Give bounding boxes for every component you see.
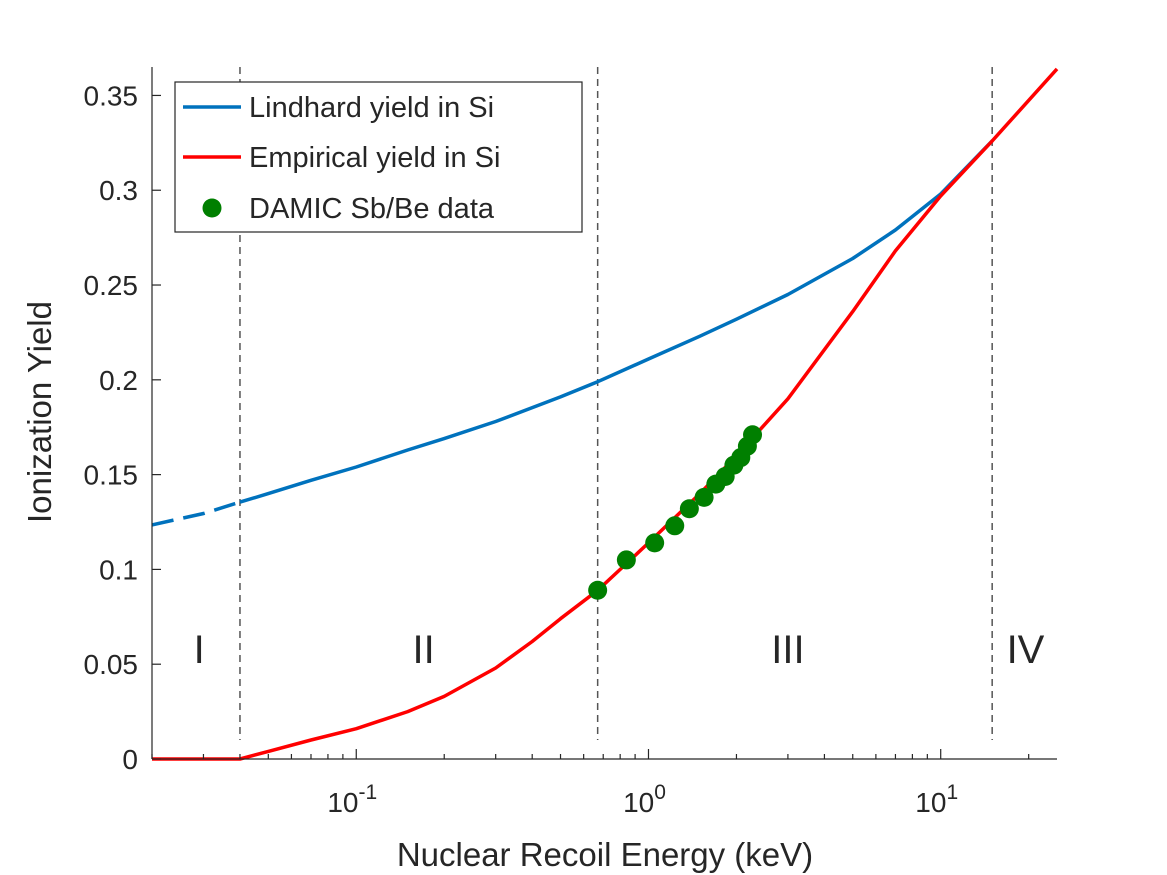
x-tick-label-2: 101	[915, 781, 958, 818]
y-tick-label-7: 0.35	[84, 80, 139, 111]
data-point-4	[679, 499, 699, 519]
y-tick-label-4: 0.2	[99, 365, 138, 396]
series-0-extrapolation	[151, 500, 241, 527]
data-point-11	[743, 425, 763, 445]
x-axis-label: Nuclear Recoil Energy (keV)	[397, 836, 813, 873]
x-tick-exponent: 0	[654, 781, 666, 804]
data-point-3	[665, 516, 685, 536]
y-tick-label-2: 0.1	[99, 554, 138, 585]
legend-label-0: Lindhard yield in Si	[249, 92, 494, 124]
y-tick-label-1: 0.05	[84, 649, 139, 680]
x-tick-exponent: -1	[358, 781, 377, 804]
x-tick-base: 10	[915, 787, 946, 818]
region-label-0: I	[194, 628, 205, 672]
x-tick-base: 10	[327, 787, 358, 818]
legend-swatch-2	[202, 198, 222, 218]
legend-label-2: DAMIC Sb/Be data	[249, 193, 495, 225]
x-tick-label-1: 100	[623, 781, 666, 818]
region-label-3: IV	[1007, 628, 1045, 672]
region-label-2: III	[771, 628, 804, 672]
region-label-1: II	[412, 628, 434, 672]
legend: Lindhard yield in Si Empirical yield in S…	[174, 81, 583, 233]
series-0-line	[239, 139, 994, 504]
y-tick-label-3: 0.15	[84, 460, 139, 491]
legend-label-1: Empirical yield in Si	[249, 142, 500, 174]
y-tick-label-0: 0	[122, 744, 138, 775]
x-tick-exponent: 1	[946, 781, 958, 804]
legend-box	[174, 81, 583, 233]
data-point-0	[588, 580, 608, 600]
x-tick-label-0: 10-1	[327, 781, 377, 818]
data-point-5	[694, 487, 714, 507]
plot-content: I II III IV	[151, 67, 1059, 761]
y-axis-label: Ionization Yield	[21, 301, 58, 523]
data-point-1	[616, 550, 636, 570]
y-tick-label-5: 0.25	[84, 270, 139, 301]
data-point-2	[645, 533, 665, 553]
x-tick-base: 10	[623, 787, 654, 818]
y-tick-label-6: 0.3	[99, 175, 138, 206]
